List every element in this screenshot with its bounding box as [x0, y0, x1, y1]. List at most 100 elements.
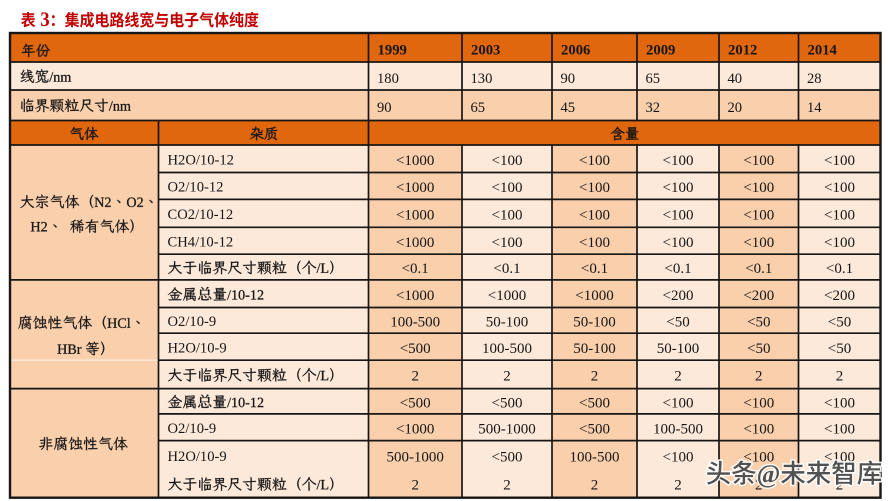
svg-text:CO2/10-12: CO2/10-12: [168, 207, 234, 223]
svg-text:<100: <100: [663, 180, 694, 196]
svg-text:2: 2: [674, 369, 682, 385]
svg-text:2: 2: [411, 369, 419, 385]
svg-text:2: 2: [755, 478, 763, 494]
svg-text:<100: <100: [663, 153, 694, 169]
svg-text:<100: <100: [824, 235, 855, 251]
svg-text:2: 2: [755, 369, 763, 385]
svg-text:<200: <200: [663, 288, 694, 304]
svg-text:<100: <100: [743, 207, 774, 223]
svg-text:2006: 2006: [561, 43, 590, 59]
svg-text:<50: <50: [747, 315, 770, 331]
svg-text:50-100: 50-100: [486, 315, 529, 331]
svg-text:<500: <500: [400, 341, 431, 357]
svg-text:1999: 1999: [378, 43, 407, 59]
svg-text:130: 130: [471, 71, 493, 87]
svg-text:O2/10-9: O2/10-9: [168, 421, 217, 437]
svg-text:<100: <100: [743, 395, 774, 411]
svg-text:CH4/10-12: CH4/10-12: [168, 234, 234, 250]
svg-text:500-1000: 500-1000: [478, 421, 536, 437]
svg-text:45: 45: [561, 100, 576, 116]
svg-text:<50: <50: [747, 341, 770, 357]
svg-text:H2O/10-9: H2O/10-9: [168, 340, 227, 356]
svg-text:<100: <100: [824, 421, 855, 437]
svg-text:<1000: <1000: [575, 288, 613, 304]
svg-text:O2/10-12: O2/10-12: [168, 180, 224, 196]
svg-text:<0.1: <0.1: [826, 261, 853, 277]
svg-text:<100: <100: [663, 207, 694, 223]
svg-text:90: 90: [561, 71, 576, 87]
svg-text:<100: <100: [743, 421, 774, 437]
svg-text:20: 20: [728, 100, 743, 116]
svg-text:<100: <100: [743, 235, 774, 251]
svg-text:180: 180: [377, 71, 399, 87]
svg-text:<0.1: <0.1: [581, 261, 608, 277]
svg-text:<100: <100: [663, 450, 694, 466]
svg-text:<100: <100: [579, 235, 610, 251]
svg-text:65: 65: [471, 100, 486, 116]
svg-text:<1000: <1000: [396, 288, 434, 304]
svg-text:<100: <100: [663, 395, 694, 411]
svg-text:<200: <200: [743, 288, 774, 304]
svg-text:<1000: <1000: [396, 235, 434, 251]
svg-text:<200: <200: [824, 288, 855, 304]
svg-text:<100: <100: [824, 395, 855, 411]
svg-text:2014: 2014: [808, 43, 838, 59]
svg-text:100-500: 100-500: [482, 341, 532, 357]
svg-text:<500: <500: [400, 395, 431, 411]
svg-text:<0.1: <0.1: [493, 261, 520, 277]
svg-text:<100: <100: [824, 207, 855, 223]
svg-text:65: 65: [646, 71, 661, 87]
svg-text:<100: <100: [824, 153, 855, 169]
svg-text:<100: <100: [824, 180, 855, 196]
svg-text:<100: <100: [492, 235, 523, 251]
svg-text:14: 14: [807, 100, 822, 116]
svg-text:<0.1: <0.1: [664, 261, 691, 277]
svg-text:<100: <100: [492, 153, 523, 169]
svg-text:<1000: <1000: [488, 288, 526, 304]
svg-text:<100: <100: [579, 180, 610, 196]
svg-text:<500: <500: [579, 395, 610, 411]
svg-text:<100: <100: [743, 180, 774, 196]
svg-text:50-100: 50-100: [573, 315, 616, 331]
svg-text:<1000: <1000: [396, 421, 434, 437]
svg-text:2: 2: [503, 478, 511, 494]
svg-text:H2O/10-12: H2O/10-12: [168, 152, 234, 168]
svg-text:32: 32: [646, 100, 661, 116]
svg-text:100-500: 100-500: [570, 450, 620, 466]
svg-text:100-500: 100-500: [390, 315, 440, 331]
svg-text:<100: <100: [492, 207, 523, 223]
svg-text:<100: <100: [579, 207, 610, 223]
svg-text:50-100: 50-100: [657, 341, 700, 357]
svg-text:O2/10-9: O2/10-9: [168, 314, 217, 330]
svg-text:<100: <100: [579, 153, 610, 169]
svg-text:100-500: 100-500: [653, 421, 703, 437]
svg-text:<100: <100: [743, 153, 774, 169]
svg-text:<50: <50: [828, 315, 851, 331]
svg-text:<1000: <1000: [396, 207, 434, 223]
svg-text:2: 2: [591, 369, 599, 385]
svg-text:2012: 2012: [728, 43, 757, 59]
svg-text:<100: <100: [743, 450, 774, 466]
svg-text:500-1000: 500-1000: [386, 450, 444, 466]
svg-text:<100: <100: [492, 180, 523, 196]
svg-text:<50: <50: [828, 341, 851, 357]
svg-text:<1000: <1000: [396, 180, 434, 196]
svg-text:2: 2: [591, 478, 599, 494]
svg-text:2: 2: [411, 478, 419, 494]
svg-text:<1000: <1000: [396, 153, 434, 169]
svg-text:2: 2: [836, 369, 844, 385]
svg-text:<0.1: <0.1: [402, 261, 429, 277]
svg-text:2: 2: [674, 478, 682, 494]
svg-text:2009: 2009: [646, 43, 675, 59]
svg-text:2003: 2003: [471, 43, 500, 59]
svg-text:2: 2: [503, 369, 511, 385]
svg-text:<100: <100: [663, 235, 694, 251]
svg-text:40: 40: [728, 71, 743, 87]
svg-text:<500: <500: [492, 450, 523, 466]
svg-text:<500: <500: [492, 395, 523, 411]
svg-text:90: 90: [377, 100, 392, 116]
svg-text:<500: <500: [579, 421, 610, 437]
svg-text:50-100: 50-100: [573, 341, 616, 357]
svg-text:28: 28: [807, 71, 822, 87]
svg-text:<50: <50: [666, 315, 689, 331]
